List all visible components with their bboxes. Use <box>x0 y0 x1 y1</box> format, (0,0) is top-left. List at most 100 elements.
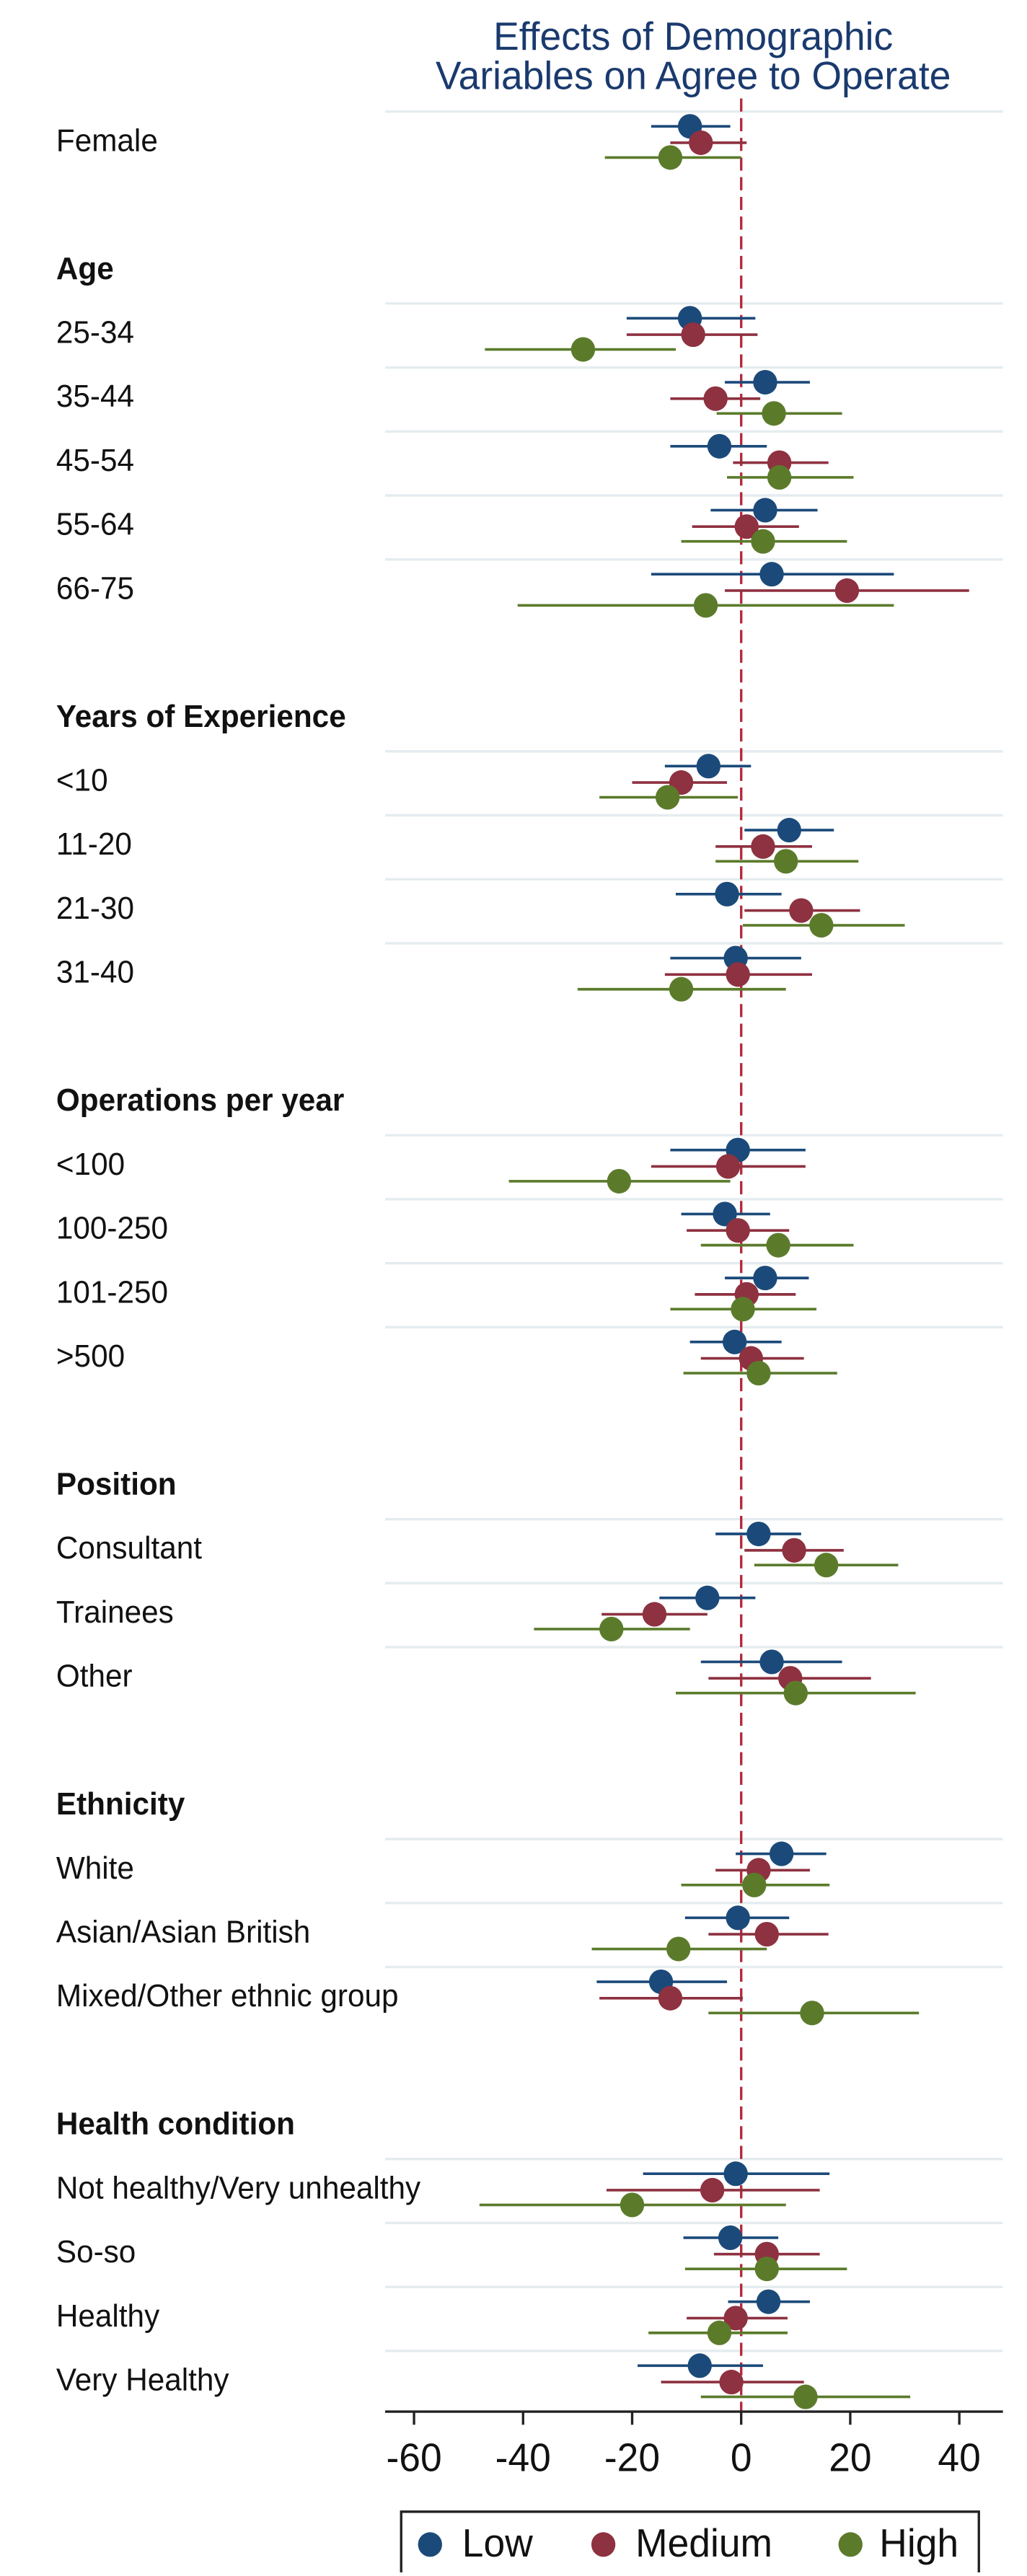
point <box>666 1936 691 1962</box>
point <box>681 322 705 348</box>
point <box>713 1201 737 1227</box>
row-label: Other <box>56 1659 133 1694</box>
row-label: 45-54 <box>56 444 134 479</box>
point <box>658 1985 683 2011</box>
point <box>767 464 792 490</box>
point <box>687 2353 712 2378</box>
point <box>762 401 786 426</box>
point <box>753 369 777 395</box>
point <box>607 1168 632 1194</box>
row-label: 25-34 <box>56 315 134 350</box>
point <box>570 337 596 362</box>
row-label: Trainees <box>56 1594 174 1630</box>
row-label: 101-250 <box>56 1275 168 1310</box>
point <box>759 1649 784 1675</box>
row-label: Female <box>56 123 158 159</box>
point <box>766 1232 790 1258</box>
point <box>800 2001 824 2026</box>
row-label: <100 <box>56 1147 125 1182</box>
point <box>669 976 694 1002</box>
point <box>756 2289 781 2314</box>
point <box>726 962 750 987</box>
point <box>809 912 834 938</box>
point <box>753 498 777 523</box>
point <box>746 1361 771 1386</box>
point <box>689 130 713 155</box>
group-header: Years of Experience <box>56 699 346 734</box>
point <box>655 785 680 810</box>
point <box>718 2225 743 2250</box>
row-label: 100-250 <box>56 1211 168 1246</box>
legend-marker <box>838 2532 863 2557</box>
point <box>723 2306 748 2331</box>
point <box>754 2257 779 2282</box>
legend-label: Low <box>462 2521 534 2565</box>
legend-label: High <box>879 2521 958 2565</box>
point <box>774 849 798 874</box>
legend-marker <box>418 2532 442 2557</box>
row-label: Asian/Asian British <box>56 1915 310 1950</box>
point <box>769 1841 794 1866</box>
point <box>599 1616 624 1642</box>
x-tick-label: 0 <box>731 2436 752 2480</box>
point <box>793 2384 818 2409</box>
row-label: Very Healthy <box>56 2363 229 2398</box>
point <box>642 1602 667 1627</box>
point <box>782 1538 806 1563</box>
row-label: Not healthy/Very unhealthy <box>56 2171 421 2206</box>
row-label: 21-30 <box>56 891 134 927</box>
point <box>700 2177 725 2203</box>
point <box>695 1585 720 1610</box>
x-tick-label: -60 <box>386 2436 441 2480</box>
point <box>726 1905 750 1931</box>
point <box>751 834 775 859</box>
row-label: Mixed/Other ethnic group <box>56 1979 399 2014</box>
row-label: <10 <box>56 763 108 798</box>
chart-title: Effects of Demographic <box>493 14 893 58</box>
group-header: Operations per year <box>56 1083 344 1119</box>
x-tick-label: 20 <box>829 2436 871 2480</box>
point <box>814 1553 839 1578</box>
point <box>715 1154 741 1179</box>
point <box>723 2161 748 2187</box>
point <box>753 1266 777 1291</box>
point <box>777 818 801 843</box>
point <box>719 2370 744 2395</box>
chart-title: Variables on Agree to Operate <box>436 54 951 98</box>
point <box>726 1218 750 1243</box>
row-label: White <box>56 1851 134 1886</box>
row-label: 31-40 <box>56 955 134 990</box>
point <box>759 562 784 587</box>
point <box>658 145 683 170</box>
row-label: Consultant <box>56 1531 202 1566</box>
row-label: Healthy <box>56 2298 160 2334</box>
point <box>783 1680 808 1706</box>
point <box>746 1521 771 1547</box>
x-tick-label: 40 <box>938 2436 980 2480</box>
group-header: Position <box>56 1467 177 1502</box>
point <box>707 2320 732 2345</box>
point <box>715 881 739 907</box>
point <box>734 514 759 539</box>
point <box>789 898 814 923</box>
row-label: 11-20 <box>56 827 132 863</box>
x-tick-label: -40 <box>495 2436 551 2480</box>
point <box>620 2192 645 2218</box>
legend-box <box>400 2510 980 2576</box>
row-label: So-so <box>56 2235 136 2270</box>
group-header: Ethnicity <box>56 1787 185 1822</box>
point <box>751 529 775 554</box>
row-label: 35-44 <box>56 379 134 415</box>
point <box>742 1872 767 1897</box>
point <box>703 386 728 411</box>
point <box>722 1329 747 1354</box>
legend-marker <box>591 2532 616 2557</box>
row-label: >500 <box>56 1339 125 1375</box>
point <box>693 593 718 618</box>
point <box>731 1297 755 1322</box>
row-label: 66-75 <box>56 571 134 606</box>
legend-label: Medium <box>635 2521 772 2565</box>
group-header: Health condition <box>56 2107 295 2142</box>
point <box>834 578 860 604</box>
